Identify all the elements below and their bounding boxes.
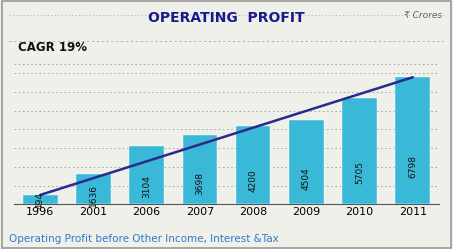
Text: 4200: 4200: [249, 169, 258, 192]
Text: 4504: 4504: [302, 168, 311, 190]
Text: Operating Profit before Other Income, Interest &Tax: Operating Profit before Other Income, In…: [9, 234, 279, 244]
Text: OPERATING  PROFIT: OPERATING PROFIT: [148, 11, 305, 25]
Text: 494: 494: [36, 191, 45, 208]
Bar: [76, 174, 111, 204]
Bar: [395, 77, 430, 204]
Text: 5705: 5705: [355, 161, 364, 184]
Bar: [342, 98, 377, 204]
Text: 3698: 3698: [195, 172, 204, 195]
Bar: [130, 146, 164, 204]
Text: 1636: 1636: [89, 184, 98, 206]
Bar: [236, 126, 270, 204]
Text: 3104: 3104: [142, 175, 151, 198]
Bar: [183, 135, 217, 204]
Text: 6798: 6798: [408, 155, 417, 178]
Bar: [23, 195, 58, 204]
Bar: [289, 120, 323, 204]
Text: ₹ Crores: ₹ Crores: [404, 11, 442, 20]
Text: CAGR 19%: CAGR 19%: [18, 41, 87, 54]
